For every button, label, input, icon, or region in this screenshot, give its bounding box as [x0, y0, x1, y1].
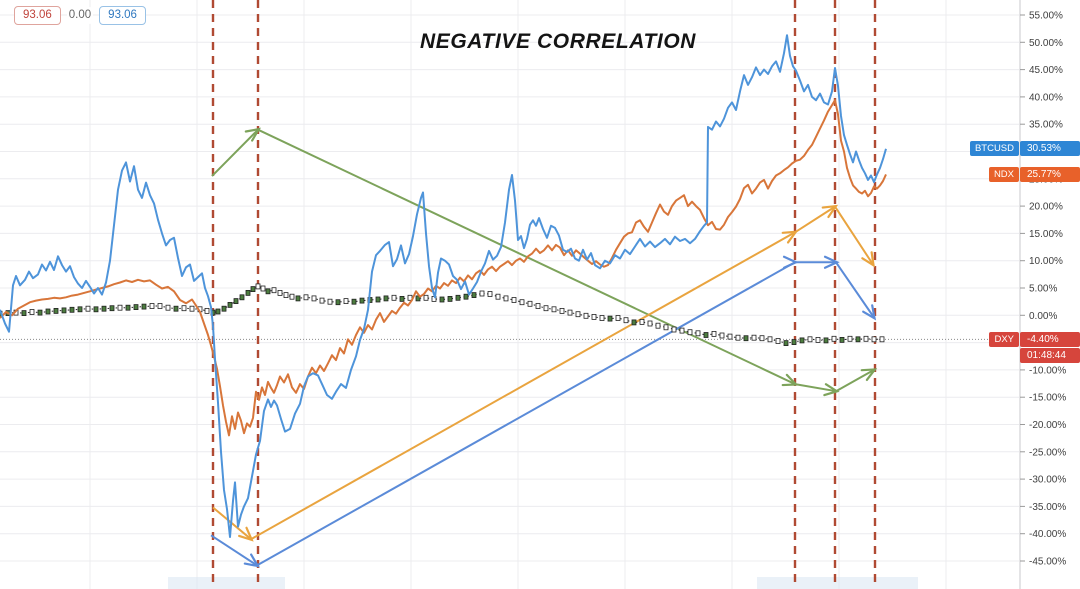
countdown-timer: 01:48:44 [1020, 347, 1080, 363]
y-axis-label: 50.00% [1029, 38, 1063, 49]
y-axis-label: 20.00% [1029, 202, 1063, 213]
bid-price-chip[interactable]: 93.06 [14, 6, 61, 25]
chart-title: NEGATIVE CORRELATION [420, 30, 697, 53]
y-axis-label: 35.00% [1029, 120, 1063, 131]
trend-arrow-blue[interactable] [210, 255, 879, 571]
y-axis-label: 45.00% [1029, 65, 1063, 76]
price-value-dxy[interactable]: -4.40% [1020, 331, 1080, 347]
y-axis-label: 10.00% [1029, 256, 1063, 267]
x-axis-highlight-band [757, 577, 918, 589]
y-axis-label: 40.00% [1029, 92, 1063, 103]
price-label-btcusd[interactable]: BTCUSD [969, 141, 1019, 157]
y-axis-label: -45.00% [1029, 557, 1066, 568]
y-axis-label: 0.00% [1029, 311, 1057, 322]
y-axis-label: -25.00% [1029, 447, 1066, 458]
ask-price-chip[interactable]: 93.06 [99, 6, 146, 25]
price-label-dxy[interactable]: DXY [989, 331, 1019, 347]
y-axis-label: -20.00% [1029, 420, 1066, 431]
y-axis-label: 15.00% [1029, 229, 1063, 240]
spread-value: 0.00 [66, 7, 94, 24]
price-value-btcusd[interactable]: 30.53% [1020, 141, 1080, 157]
y-axis-label: 5.00% [1029, 284, 1057, 295]
series-dxy[interactable] [0, 283, 885, 347]
trend-arrow-yellow[interactable] [212, 201, 878, 544]
price-quote-row: 93.06 0.00 93.06 [14, 6, 146, 25]
y-axis-label: -15.00% [1029, 393, 1066, 404]
price-label-ndx[interactable]: NDX [988, 167, 1019, 183]
series-btcusd[interactable] [0, 34, 887, 538]
x-axis-highlight-band [168, 577, 285, 589]
series-ndx[interactable] [0, 99, 887, 437]
y-axis-label: -40.00% [1029, 529, 1066, 540]
trend-arrow-green[interactable] [211, 125, 878, 397]
y-axis: 55.00%50.00%45.00%40.00%35.00%30.00%25.0… [1019, 0, 1066, 589]
y-axis-label: -10.00% [1029, 365, 1066, 376]
gridlines [0, 0, 1019, 589]
price-value-ndx[interactable]: 25.77% [1020, 167, 1080, 183]
y-axis-label: -30.00% [1029, 475, 1066, 486]
y-axis-label: -35.00% [1029, 502, 1066, 513]
event-dashed-vlines[interactable] [211, 0, 877, 586]
y-axis-label: 55.00% [1029, 11, 1063, 22]
